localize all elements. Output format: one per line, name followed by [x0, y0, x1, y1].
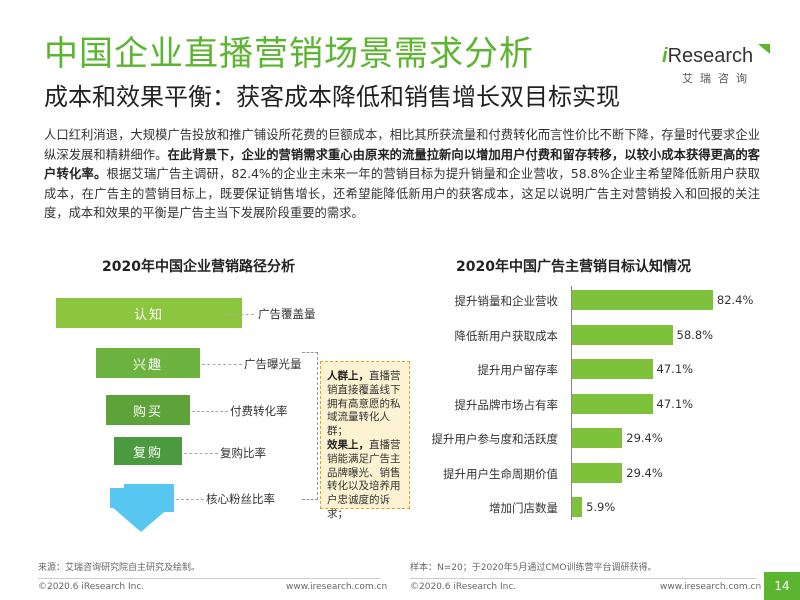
funnel-stage-1: 认知	[56, 298, 242, 328]
bar	[572, 324, 673, 345]
funnel-section-title: 2020年中国企业营销路径分析	[102, 259, 295, 275]
bar-category-label: 提升品牌市场占有率	[454, 397, 559, 412]
funnel-arrow-head-icon	[111, 506, 171, 532]
intro-text-1: 人口红利消退，大规模广告投放和推广铺设所花费的巨额成本，相比其所获流量和付费转化…	[44, 128, 760, 162]
funnel-stage-2: 兴趣	[96, 348, 200, 378]
funnel-metric-2: 广告曝光量	[244, 357, 302, 371]
logo-word: Research	[667, 45, 754, 67]
bar-value-label: 82.4%	[716, 293, 754, 307]
footer-divider-right	[410, 578, 756, 579]
footer-copyright-left: ©2020.6 iResearch Inc.	[38, 582, 145, 592]
logo-wordmark: iResearch	[662, 44, 753, 68]
funnel-metric-3: 付费转化率	[230, 404, 288, 418]
note-text-effect: 直播营销能满足广告主品牌曝光、销售转化以及培养用户忠诚度的诉求；	[327, 438, 401, 520]
bar-category-label: 提升用户留存率	[477, 363, 559, 377]
chart-section-title: 2020年中国广告主营销目标认知情况	[456, 259, 691, 275]
footer-url-right: www.iresearch.com.cn	[660, 582, 762, 592]
page-subtitle: 成本和效果平衡：获客成本降低和销售增长双目标实现	[44, 83, 620, 111]
intro-text-2: 根据艾瑞广告主调研，82.4%的企业主未来一年的营销目标为提升销量和企业营收，5…	[44, 167, 760, 220]
logo-subtitle: 艾瑞咨询	[682, 72, 754, 85]
intro-text-bold: 在此背景下，企业的营销需求重心由原来的流量拉新向以增加用户付费和留存转移，以较小…	[44, 147, 760, 182]
bar	[572, 290, 713, 310]
funnel-connector-1	[224, 314, 254, 315]
logo-triangle-icon	[758, 44, 770, 54]
bar-category-label: 提升用户生命周期价值	[443, 466, 558, 481]
logo-i: i	[662, 45, 668, 67]
funnel-metric-4: 复购比率	[220, 446, 266, 460]
note-heading-effect: 效果上，	[327, 438, 369, 451]
bar-value-label: 29.4%	[626, 431, 663, 445]
iresearch-logo: iResearch 艾瑞咨询	[662, 44, 782, 90]
bar	[572, 359, 653, 379]
bar-category-label: 增加门店数量	[489, 501, 558, 515]
funnel-connector-3	[192, 411, 228, 412]
funnel-note-box: 人群上，直播营销直接覆盖线下拥有高意愿的私域流量转化人群； 效果上，直播营销能满…	[320, 361, 410, 520]
bar-category-label: 提升用户参与度和活跃度	[431, 432, 559, 446]
bar	[572, 393, 653, 414]
funnel-metric-1: 广告覆盖量	[258, 307, 316, 321]
funnel-connector-2	[202, 364, 242, 365]
funnel-bracket	[302, 352, 318, 500]
page-number: 14	[764, 572, 800, 600]
footer-divider-left	[38, 578, 380, 579]
funnel-connector-4	[184, 453, 218, 454]
chart-axis-line	[571, 286, 572, 520]
funnel-metric-5: 核心粉丝比率	[206, 492, 275, 506]
funnel-stage-4: 复购	[114, 437, 182, 465]
bar-value-label: 47.1%	[656, 396, 694, 411]
source-note-left: 来源：艾瑞咨询研究院自主研究及绘制。	[38, 563, 201, 573]
bar	[572, 462, 623, 483]
footer-copyright-right: ©2020.6 iResearch Inc.	[410, 582, 517, 592]
funnel-arrow-shaft	[110, 488, 172, 508]
bar-category-label: 提升销量和企业营收	[454, 294, 559, 308]
bar	[572, 428, 623, 448]
funnel-stage-3: 购买	[106, 395, 190, 425]
funnel-connector-5	[176, 499, 204, 500]
note-text-audience: 直播营销直接覆盖线下拥有高意愿的私域流量转化人群；	[327, 370, 401, 438]
bar-category-label: 降低新用户获取成本	[454, 328, 559, 343]
footer-url-left: www.iresearch.com.cn	[286, 582, 388, 592]
bar-value-label: 5.9%	[586, 500, 616, 514]
page-title: 中国企业直播营销场景需求分析	[44, 34, 534, 74]
bar-value-label: 47.1%	[656, 362, 694, 376]
bar-value-label: 58.8%	[676, 327, 714, 342]
note-heading-audience: 人群上，	[327, 370, 369, 382]
bar	[572, 497, 583, 517]
intro-paragraph: 人口红利消退，大规模广告投放和推广铺设所花费的巨额成本，相比其所获流量和付费转化…	[44, 126, 760, 224]
bar-value-label: 29.4%	[626, 465, 663, 480]
source-note-right: 样本：N=20；于2020年5月通过CMO训练营平台调研获得。	[410, 563, 657, 573]
